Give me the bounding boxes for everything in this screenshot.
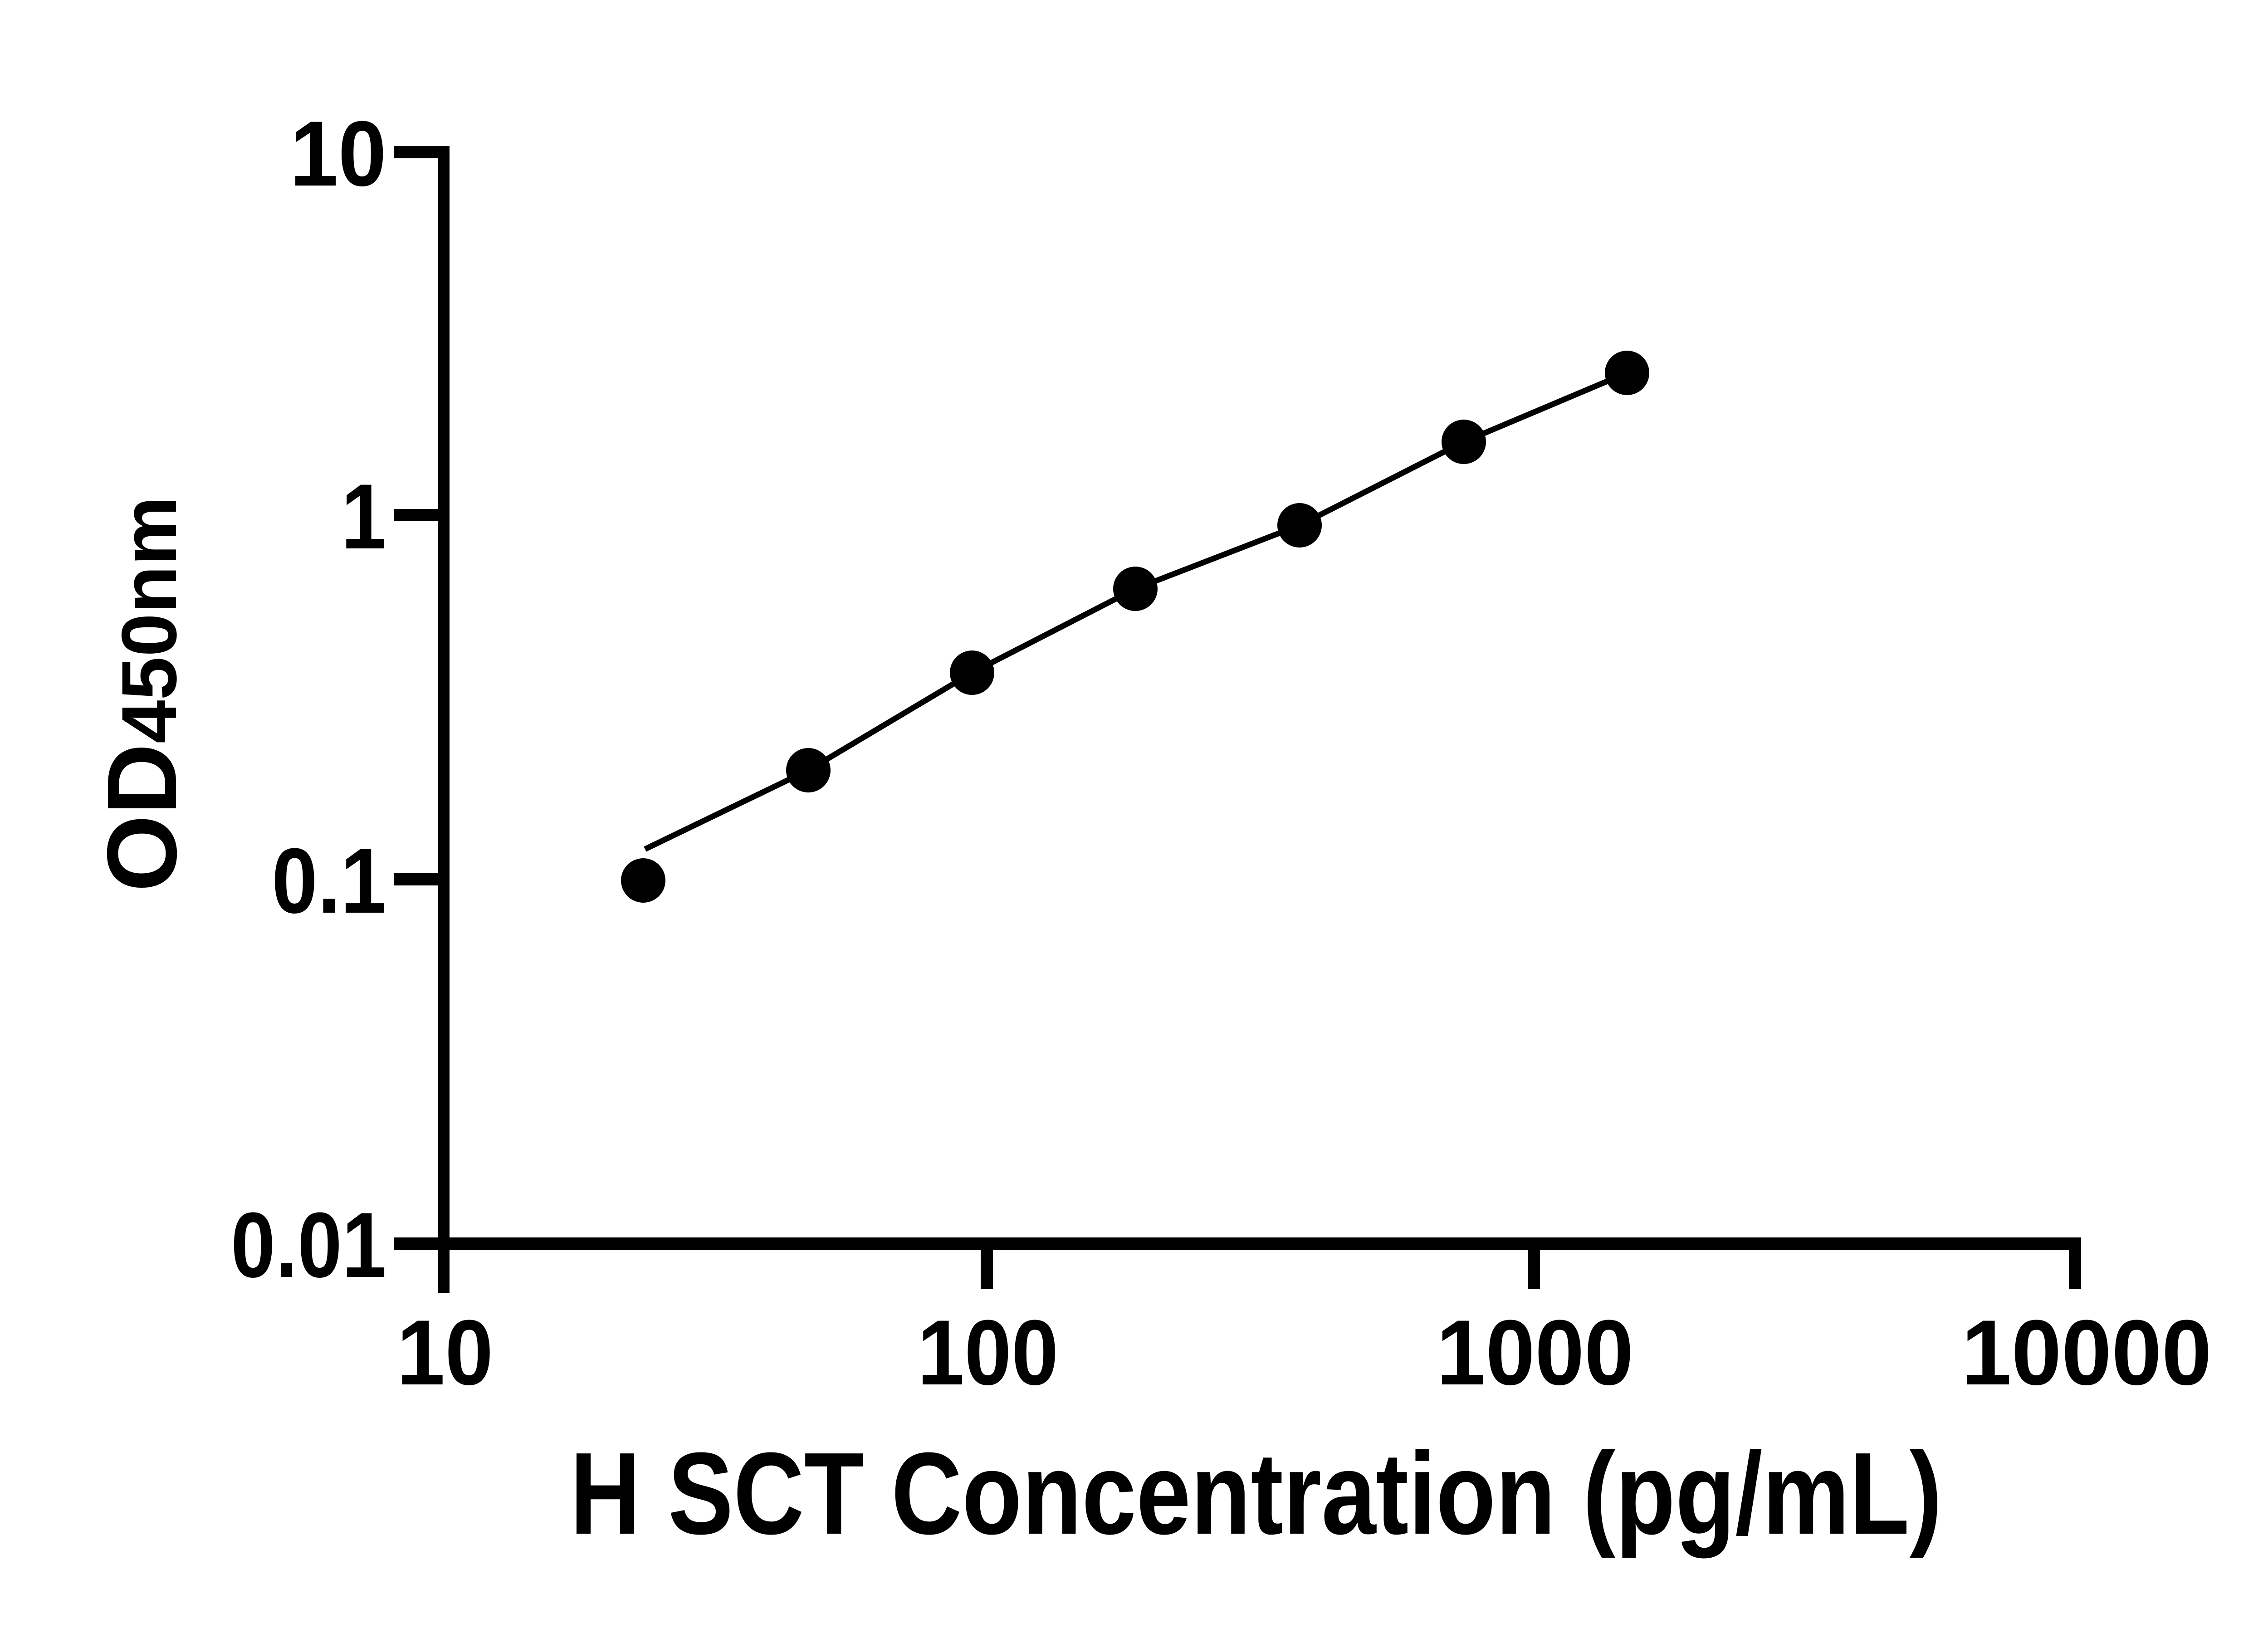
svg-text:10: 10 [397,1301,494,1404]
svg-text:100: 100 [918,1301,1059,1404]
svg-text:0.01: 0.01 [231,1193,386,1297]
svg-text:0.1: 0.1 [272,829,386,933]
svg-text:1000: 1000 [1437,1301,1634,1404]
svg-text:OD450nm: OD450nm [87,496,197,892]
svg-text:10000: 10000 [1961,1301,2212,1404]
svg-text:H SCT Concentration (pg/mL): H SCT Concentration (pg/mL) [570,1428,1942,1559]
svg-text:1: 1 [341,465,386,568]
svg-text:10: 10 [290,102,386,205]
